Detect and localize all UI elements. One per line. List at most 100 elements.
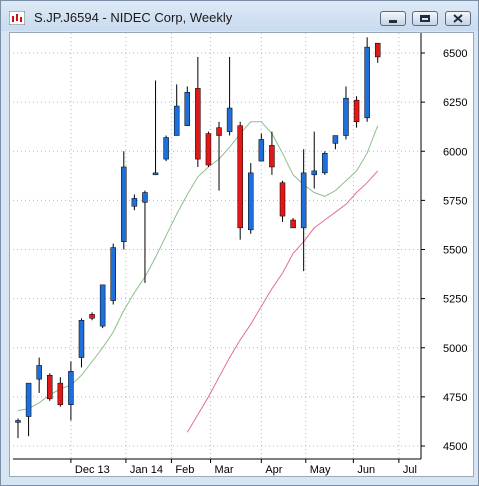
candle-body (184, 92, 191, 126)
candle-body (322, 152, 328, 174)
candle (121, 151, 127, 250)
plot-background (13, 33, 421, 459)
candle-body (46, 375, 53, 400)
candle-body (195, 88, 201, 160)
maximize-button[interactable] (412, 11, 438, 26)
minimize-button[interactable] (380, 11, 406, 26)
x-tick-label: Apr (265, 464, 282, 476)
candle-body (68, 371, 74, 405)
maximize-icon (420, 15, 430, 22)
x-tick-label: Mar (215, 464, 234, 476)
x-tick-label: Jun (357, 464, 375, 476)
y-tick-label: 6000 (443, 146, 467, 158)
x-tick-label: Jan 14 (130, 464, 163, 476)
x-tick-label: Feb (175, 464, 194, 476)
candle-body (216, 127, 222, 136)
candle (290, 218, 296, 229)
candle (353, 96, 360, 128)
candle (364, 37, 370, 122)
y-tick-label: 6250 (443, 97, 467, 109)
candle (258, 133, 265, 162)
candle-body (205, 133, 212, 166)
candle (152, 80, 159, 176)
candle (322, 151, 328, 175)
candle-body (89, 314, 95, 319)
candle (216, 121, 222, 191)
candle (15, 418, 21, 439)
y-tick-label: 5250 (443, 294, 467, 306)
minimize-icon (389, 20, 397, 23)
candle-body (374, 42, 381, 58)
candle-body (290, 219, 296, 229)
candle (57, 377, 64, 407)
candle-body (279, 182, 286, 217)
candle-body (163, 137, 169, 160)
candle (99, 284, 106, 329)
candle-body (99, 284, 106, 327)
candle (237, 121, 243, 240)
candle (163, 135, 169, 162)
candle (226, 56, 233, 136)
candle (25, 382, 32, 437)
candle-body (353, 99, 360, 123)
candle (173, 84, 180, 136)
candle (184, 86, 191, 126)
candle-body (142, 192, 148, 203)
candle-body (121, 166, 127, 242)
y-tick-label: 5750 (443, 195, 467, 207)
candle-body (173, 105, 180, 136)
candle-body (300, 172, 307, 229)
candle (332, 135, 339, 150)
x-tick-label: Jul (403, 464, 417, 476)
x-tick-label: Dec 13 (75, 464, 110, 476)
candle (68, 361, 74, 421)
candle-body (364, 46, 370, 119)
chart-app-icon (9, 11, 25, 25)
y-tick-label: 4750 (443, 392, 467, 404)
candle (110, 243, 116, 305)
candle-body (110, 247, 116, 301)
candle-body (311, 170, 317, 176)
candle (248, 163, 254, 234)
candle-body (25, 382, 32, 417)
chart-area[interactable]: 4500 4750 5000 5250 5500 5750 6000 6250 6500 Dec … (9, 32, 474, 477)
candle-body (258, 139, 265, 162)
candle-body (152, 172, 159, 176)
window-title: S.JP.J6594 - NIDEC Corp, Weekly (34, 10, 233, 25)
candle (374, 42, 381, 63)
moving-average-fast-line (17, 121, 379, 412)
y-tick-label: 5500 (443, 245, 467, 257)
candle (46, 373, 53, 401)
y-tick-label: 4500 (443, 441, 467, 453)
candle (279, 180, 286, 222)
candle (205, 131, 212, 167)
candle-body (237, 125, 243, 229)
x-tick-label: May (310, 464, 331, 476)
candle-body (36, 365, 42, 380)
candle-body (269, 145, 275, 168)
candle (311, 131, 317, 189)
close-button[interactable] (445, 11, 471, 26)
y-tick-label: 6500 (443, 48, 467, 60)
candle (131, 194, 138, 211)
candle-body (226, 107, 233, 132)
candle (195, 56, 201, 167)
candle-body (57, 382, 64, 405)
candle-body (332, 135, 339, 144)
candle (269, 131, 275, 175)
candle-body (248, 172, 254, 231)
close-icon (453, 14, 463, 23)
candlestick-chart[interactable]: 4500 4750 5000 5250 5500 5750 6000 6250 6500 Dec … (10, 33, 473, 476)
candle (300, 149, 307, 272)
candle (36, 357, 42, 393)
candle (142, 190, 148, 283)
candle (343, 86, 349, 140)
title-bar[interactable]: S.JP.J6594 - NIDEC Corp, Weekly (1, 1, 478, 31)
y-tick-label: 5000 (443, 343, 467, 355)
candle (89, 312, 95, 321)
moving-average-slow-line (186, 170, 379, 433)
candle-body (343, 97, 349, 136)
candle (78, 318, 85, 368)
candle-body (15, 420, 21, 423)
